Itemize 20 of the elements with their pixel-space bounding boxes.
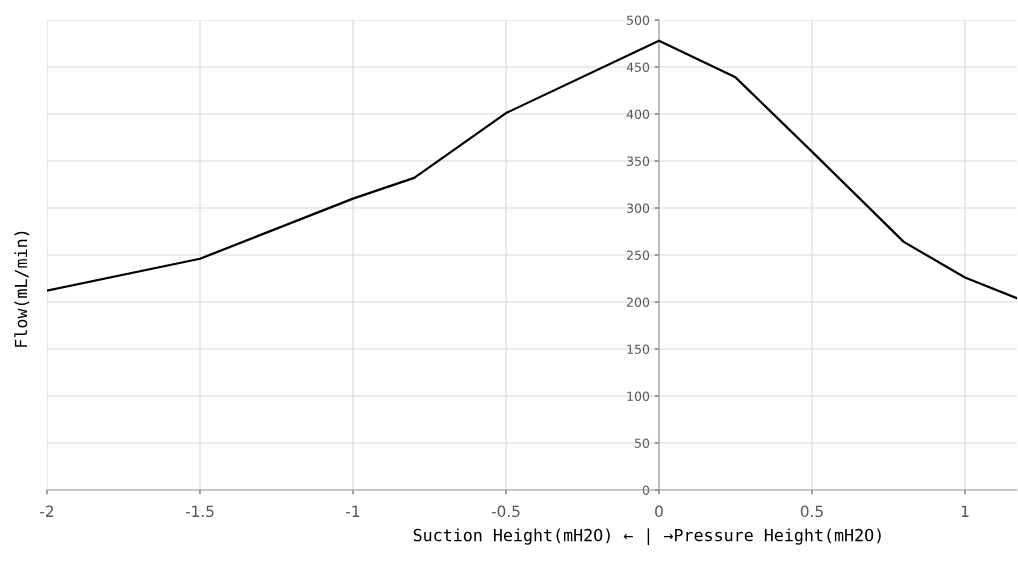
y-tick-label: 500 — [627, 15, 650, 25]
y-tick-label: 200 — [627, 297, 650, 307]
x-tick-label: 0.5 — [800, 505, 823, 518]
y-tick-label: 250 — [627, 250, 650, 260]
y-tick-label: 150 — [627, 344, 650, 354]
x-tick-label: -0.5 — [491, 505, 520, 518]
x-tick-label: -1 — [346, 505, 360, 517]
x-tick-label: -2 — [40, 505, 54, 517]
x-tick-label: -1.5 — [185, 505, 214, 518]
y-tick-label: 350 — [627, 156, 650, 166]
y-tick-label: 50 — [635, 438, 650, 448]
y-tick-label: 100 — [627, 391, 650, 401]
x-tick-label: 1 — [961, 505, 969, 517]
x-axis-title: Suction Height(mH2O) ← | →Pressure Height(mH2O) — [413, 528, 881, 546]
x-tick-label: 0 — [655, 505, 663, 518]
y-axis-title: Flow(mL/min) — [14, 231, 30, 347]
y-tick-label: 400 — [626, 109, 650, 119]
y-tick-label: 300 — [627, 203, 650, 213]
y-tick-label: 0 — [642, 485, 650, 495]
y-tick-label: 450 — [626, 62, 650, 72]
